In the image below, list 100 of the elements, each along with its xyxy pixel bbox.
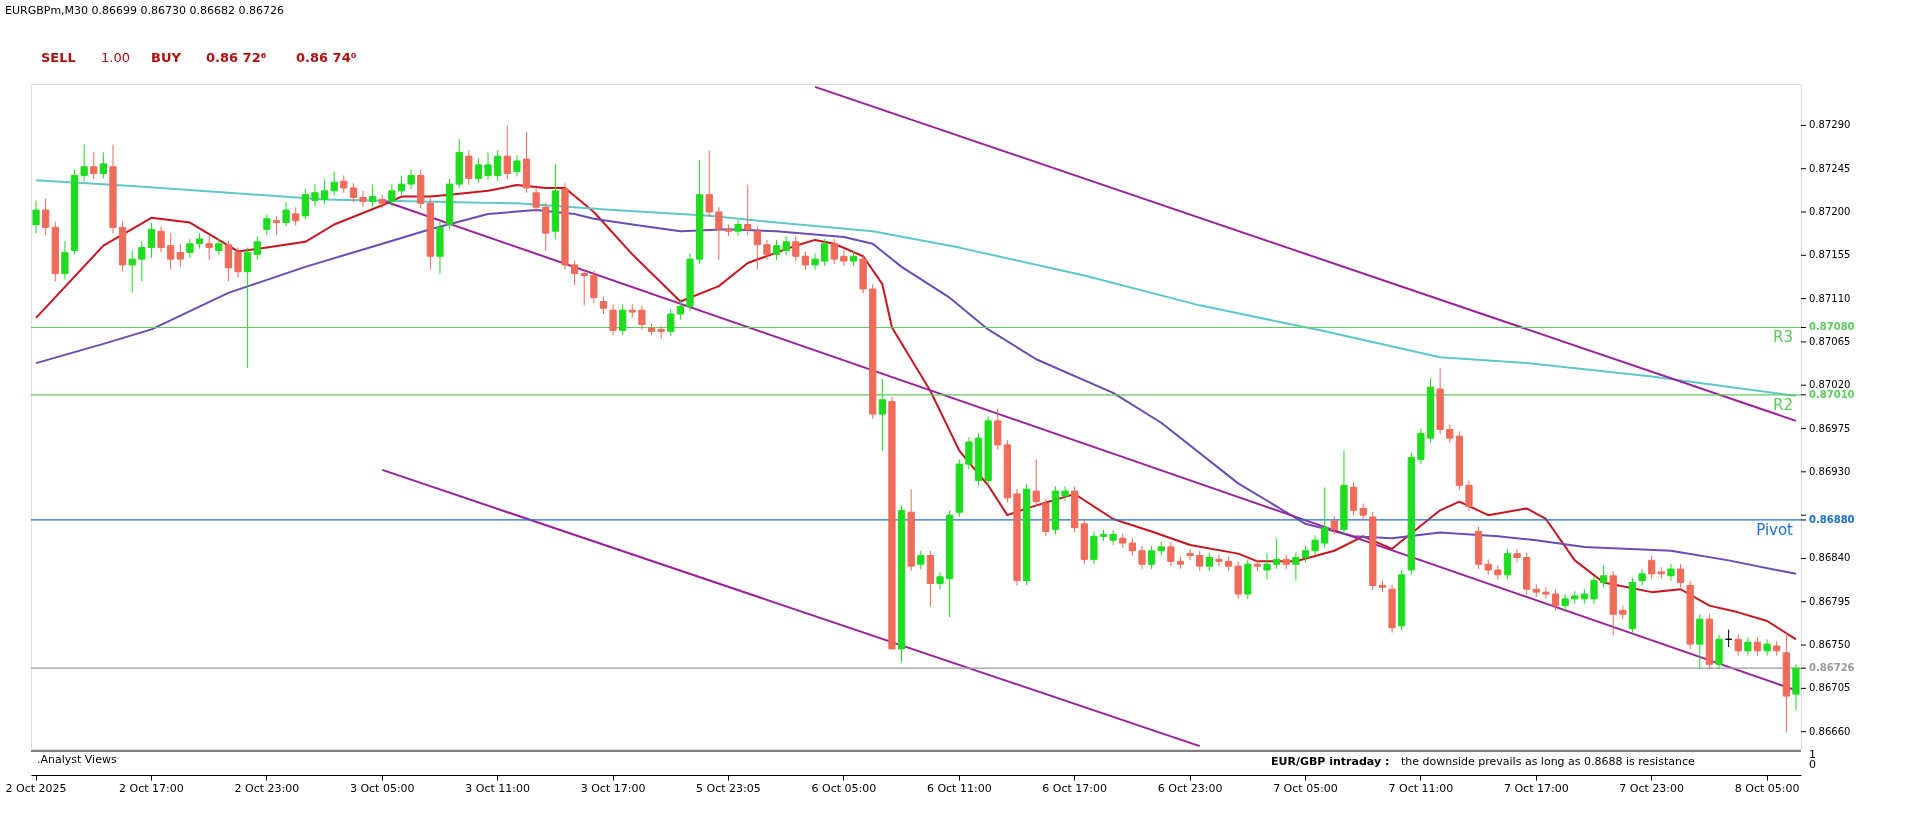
- candlestick: [1061, 485, 1069, 502]
- candlestick: [821, 238, 829, 267]
- candlestick: [263, 213, 271, 236]
- candlestick: [1648, 555, 1656, 580]
- candlestick: [1503, 548, 1512, 581]
- candlestick: [744, 184, 752, 236]
- candlestick: [465, 149, 473, 186]
- text: BUY: [151, 50, 182, 65]
- candlestick: [1215, 554, 1223, 567]
- candlestick: [590, 270, 598, 304]
- candlestick: [513, 154, 521, 177]
- y-tick-label: 0.86705: [1809, 682, 1851, 694]
- candlestick: [676, 300, 685, 321]
- candlestick: [1734, 633, 1742, 657]
- y-tick-label: 0.86975: [1809, 422, 1851, 434]
- candlestick: [782, 235, 790, 256]
- text: 1: [1809, 748, 1816, 761]
- candlestick: [301, 188, 309, 221]
- candlestick: [61, 240, 69, 280]
- candlestick: [186, 238, 194, 259]
- candlestick: [320, 178, 329, 205]
- candlestick: [1311, 534, 1319, 557]
- line-series: [35, 179, 1797, 397]
- candlestick: [753, 225, 761, 271]
- candlestick: [138, 240, 146, 282]
- candlestick: [1349, 481, 1358, 516]
- candlestick: [532, 186, 540, 213]
- y-tick-label: 0.87065: [1809, 335, 1851, 347]
- text: 0.86 74⁰: [296, 50, 357, 65]
- candlestick: [936, 571, 944, 590]
- candlestick: [234, 247, 242, 278]
- candlestick: [128, 249, 136, 294]
- candlestick: [811, 252, 819, 271]
- x-tick-label: 2 Oct 23:00: [234, 781, 300, 795]
- y-tick-label: 0.86880: [1809, 513, 1855, 525]
- candlestick: [503, 124, 511, 180]
- x-tick-label: 7 Oct 23:00: [1619, 781, 1685, 795]
- candlestick: [1109, 529, 1117, 546]
- y-tick-label: 0.86750: [1809, 639, 1851, 651]
- candlestick: [763, 239, 771, 261]
- candlestick: [1147, 545, 1156, 570]
- candlestick: [253, 235, 261, 261]
- candlestick: [570, 259, 579, 286]
- candlestick: [1167, 541, 1175, 567]
- x-tick-label: 8 Oct 05:00: [1734, 781, 1800, 795]
- candlestick: [32, 199, 40, 234]
- candlestick: [330, 171, 338, 197]
- candlestick: [1753, 636, 1762, 657]
- candlestick: [359, 190, 367, 208]
- candlestick: [494, 149, 502, 182]
- y-tick-label: 0.87020: [1809, 379, 1851, 391]
- candlestick: [1330, 515, 1338, 535]
- text: the downside prevails as long as 0.8688 is resistance: [1401, 755, 1695, 768]
- candlestick: [388, 183, 396, 207]
- candlestick: [484, 151, 492, 181]
- y-tick-label: 0.87245: [1809, 162, 1851, 174]
- candlestick: [369, 184, 377, 208]
- y-tick-label: 0.86930: [1809, 465, 1851, 477]
- candlestick: [965, 436, 973, 470]
- text: SELL: [41, 50, 76, 65]
- ref-line-label: Pivot: [1756, 520, 1794, 539]
- text: 0: [1809, 758, 1816, 771]
- y-tick-label: 0.86840: [1809, 552, 1851, 564]
- x-tick-label: 2 Oct 17:00: [119, 781, 184, 795]
- candlestick: [167, 232, 175, 271]
- candlestick: [1138, 545, 1146, 570]
- candlestick: [1321, 486, 1329, 549]
- x-tick-label: 6 Oct 05:00: [811, 781, 877, 795]
- candlestick: [1273, 537, 1281, 570]
- candlestick: [609, 303, 617, 336]
- candlestick: [1561, 593, 1569, 611]
- x-tick-label: 7 Oct 05:00: [1273, 781, 1338, 795]
- candlestick: [407, 169, 415, 190]
- ref-line-label: R2: [1773, 395, 1793, 414]
- x-tick-label: 3 Oct 17:00: [580, 781, 646, 795]
- candlestick: [715, 206, 723, 261]
- candlestick: [1446, 424, 1454, 444]
- x-tick-label: 3 Oct 05:00: [349, 781, 415, 795]
- y-tick-label: 0.87290: [1809, 119, 1851, 131]
- candlestick: [1205, 552, 1213, 572]
- x-tick-label: 7 Oct 11:00: [1388, 781, 1454, 795]
- candlestick: [1465, 480, 1473, 512]
- candlestick: [830, 238, 838, 265]
- candlestick: [1590, 575, 1598, 605]
- candlestick: [205, 235, 213, 261]
- candlestick: [1744, 636, 1752, 657]
- y-tick-label: 0.87110: [1809, 292, 1851, 304]
- candlestick: [801, 250, 810, 271]
- candlestick: [42, 198, 50, 236]
- text: 0.86 72⁶: [206, 50, 267, 65]
- candlestick: [705, 149, 713, 218]
- x-tick-label: 7 Oct 17:00: [1503, 781, 1569, 795]
- y-tick-label: 0.87010: [1809, 388, 1855, 400]
- candlestick: [792, 235, 800, 262]
- candlestick: [667, 308, 675, 337]
- x-tick-label: 3 Oct 11:00: [465, 781, 531, 795]
- candlestick: [1032, 458, 1040, 507]
- candlestick: [282, 201, 290, 227]
- candlestick: [1263, 552, 1271, 581]
- text: 1.00: [101, 50, 130, 65]
